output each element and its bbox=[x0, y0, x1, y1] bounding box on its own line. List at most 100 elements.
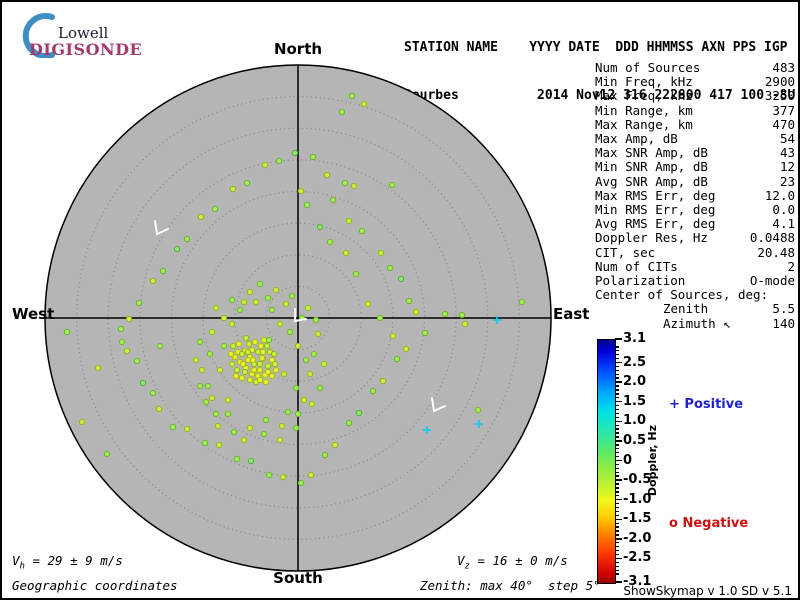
source-point bbox=[316, 223, 324, 231]
source-point bbox=[306, 370, 314, 378]
colorbar-minor-tick bbox=[615, 385, 619, 387]
source-point bbox=[103, 450, 111, 458]
source-point bbox=[310, 350, 318, 358]
source-point bbox=[314, 330, 322, 338]
source-point bbox=[288, 292, 296, 300]
source-point bbox=[224, 410, 232, 418]
negative-doppler-legend: o Negative bbox=[669, 516, 749, 531]
header-columns-row: STATION NAME YYYY DATE DDD HHMMSS AXN PP… bbox=[404, 40, 788, 55]
colorbar-major-tick bbox=[615, 518, 622, 520]
source-point bbox=[257, 342, 265, 350]
stat-label: Min RMS Err, deg bbox=[595, 202, 716, 218]
stat-row: Azimuth ↖ 140 bbox=[595, 316, 795, 331]
source-point bbox=[250, 366, 258, 374]
software-version-label: ShowSkymap v 1.0 SD v 5.1 bbox=[623, 584, 792, 598]
stat-row: Num of Sources 483 bbox=[595, 60, 795, 75]
colorbar-minor-tick bbox=[615, 549, 619, 552]
colorbar-minor-tick bbox=[615, 542, 619, 544]
stat-value: 2900 bbox=[764, 74, 795, 90]
stat-label: Min SNR Amp, dB bbox=[595, 159, 708, 175]
source-point bbox=[159, 267, 167, 275]
source-point bbox=[215, 441, 223, 449]
source-point bbox=[192, 356, 200, 364]
colorbar-minor-tick bbox=[615, 436, 619, 438]
source-point bbox=[196, 382, 204, 390]
colorbar-minor-tick bbox=[615, 467, 619, 470]
positive-source-point bbox=[423, 426, 431, 434]
stat-row: Num of CITs 2 bbox=[595, 258, 795, 274]
source-point bbox=[321, 451, 329, 459]
source-point bbox=[292, 424, 300, 432]
source-point bbox=[63, 328, 71, 336]
stat-row: Max Range, km 470 bbox=[595, 116, 795, 132]
source-point bbox=[412, 308, 420, 316]
colorbar-major-tick bbox=[615, 361, 622, 364]
colorbar-minor-tick bbox=[615, 389, 619, 391]
stat-label: Max RMS Err, deg bbox=[595, 187, 716, 203]
stat-value: 43 bbox=[779, 145, 795, 161]
compass-east-label: East bbox=[553, 305, 590, 323]
source-point bbox=[233, 455, 241, 463]
source-point bbox=[244, 348, 252, 356]
source-point bbox=[294, 410, 302, 418]
stat-label: Avg RMS Err, deg bbox=[595, 216, 716, 232]
stat-value: 2 bbox=[787, 258, 795, 274]
stat-row: Doppler Res, Hz 0.0488 bbox=[595, 231, 795, 245]
source-point bbox=[204, 382, 212, 390]
stat-value: 483 bbox=[772, 60, 795, 75]
colorbar-minor-tick bbox=[615, 432, 619, 434]
source-point bbox=[389, 332, 397, 340]
compass-north-label: North bbox=[273, 40, 323, 58]
source-point bbox=[216, 366, 224, 374]
stat-label: Max Freq, kHz bbox=[595, 88, 693, 104]
colorbar-tick-label: -2.5 bbox=[623, 550, 652, 566]
source-point bbox=[228, 360, 236, 368]
stat-label: Zenith bbox=[663, 301, 709, 317]
source-point bbox=[265, 471, 273, 479]
source-point bbox=[208, 394, 216, 402]
stat-row: CIT, sec 20.48 bbox=[595, 245, 795, 260]
colorbar-minor-tick bbox=[615, 408, 619, 411]
source-point bbox=[241, 368, 249, 376]
source-point bbox=[393, 355, 401, 363]
source-point bbox=[252, 298, 260, 306]
colorbar-tick-label: 0 bbox=[623, 452, 633, 468]
source-point bbox=[268, 306, 276, 314]
source-point bbox=[308, 400, 316, 408]
source-point bbox=[518, 298, 526, 306]
colorbar-major-tick bbox=[615, 557, 622, 560]
source-point bbox=[259, 348, 267, 356]
source-point bbox=[260, 336, 268, 344]
source-point bbox=[294, 342, 302, 350]
source-point bbox=[276, 320, 284, 328]
source-point bbox=[249, 356, 257, 364]
stat-label: Min Range, km bbox=[595, 102, 693, 118]
source-point bbox=[139, 379, 147, 387]
colorbar-tick-label: -1.5 bbox=[623, 511, 652, 527]
stat-label: Max Range, km bbox=[595, 116, 693, 132]
source-point bbox=[244, 356, 252, 364]
source-point bbox=[286, 328, 294, 336]
source-point bbox=[258, 354, 266, 362]
source-point bbox=[326, 238, 334, 246]
colorbar-major-tick bbox=[615, 538, 622, 540]
source-point bbox=[304, 304, 312, 312]
source-point bbox=[94, 364, 102, 372]
positive-source-point bbox=[475, 420, 483, 428]
source-point bbox=[169, 423, 177, 431]
stat-label: Center of Sources, deg: bbox=[595, 287, 769, 303]
source-point bbox=[348, 92, 356, 100]
source-point bbox=[264, 294, 272, 302]
source-point bbox=[149, 389, 157, 397]
source-point bbox=[369, 387, 377, 395]
logo-crescent-icon bbox=[22, 13, 55, 58]
source-point bbox=[256, 376, 264, 384]
source-point bbox=[149, 277, 157, 285]
colorbar-minor-tick bbox=[615, 530, 619, 532]
source-point bbox=[405, 297, 413, 305]
source-point bbox=[323, 171, 331, 179]
source-point bbox=[297, 479, 305, 487]
logo-lowell-text: Lowell bbox=[58, 24, 109, 42]
compass-west-label: West bbox=[12, 305, 55, 323]
colorbar-minor-tick bbox=[615, 569, 619, 571]
